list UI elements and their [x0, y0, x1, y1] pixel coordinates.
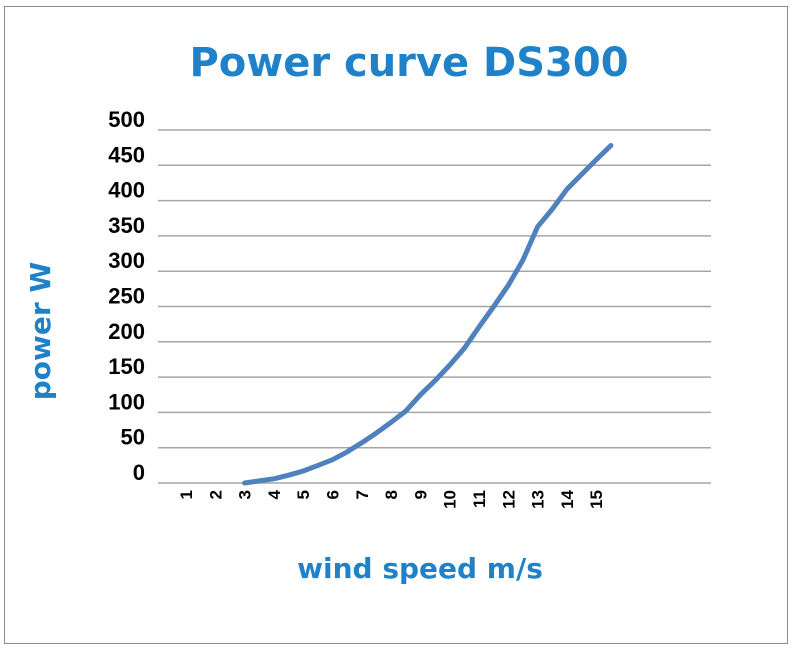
x-tick-label: 12: [499, 490, 518, 509]
y-tick-label: 200: [108, 319, 145, 344]
y-tick-label: 150: [108, 354, 145, 379]
x-tick-label: 7: [353, 490, 372, 499]
y-tick-label: 100: [108, 389, 145, 414]
x-axis-title: wind speed m/s: [297, 552, 543, 585]
x-tick-label: 9: [411, 490, 430, 499]
y-tick-label: 350: [108, 213, 145, 238]
y-tick-label: 500: [108, 107, 145, 132]
x-tick-label: 4: [265, 489, 284, 499]
x-tick-label: 15: [587, 490, 606, 509]
x-tick-label: 11: [470, 490, 489, 508]
x-tick-label: 3: [236, 490, 255, 499]
y-tick-label: 400: [108, 178, 145, 203]
y-tick-label: 450: [108, 142, 145, 167]
x-tick-label: 6: [324, 490, 343, 499]
x-tick-label: 5: [294, 490, 313, 499]
x-tick-label: 2: [206, 490, 225, 499]
chart-frame: [4, 6, 788, 644]
y-axis-title: power W: [24, 262, 57, 401]
x-tick-label: 14: [558, 489, 577, 508]
y-tick-label: 50: [121, 425, 145, 450]
chart-title: Power curve DS300: [189, 40, 628, 86]
x-tick-label: 10: [441, 490, 460, 509]
y-tick-labels: 0 50 100 150 200 250 300 350 400 450 500: [108, 107, 145, 485]
grid-lines: [158, 129, 711, 484]
x-tick-label: 1: [177, 490, 196, 499]
x-tick-labels: 1 2 3 4 5 6 7 8 9 10 11 12 13 14 15: [177, 489, 606, 508]
x-tick-label: 13: [529, 490, 548, 509]
y-tick-label: 300: [108, 248, 145, 273]
y-tick-label: 0: [133, 460, 145, 485]
x-tick-label: 8: [382, 490, 401, 499]
series-line: [242, 143, 614, 486]
y-tick-label: 250: [108, 284, 145, 309]
